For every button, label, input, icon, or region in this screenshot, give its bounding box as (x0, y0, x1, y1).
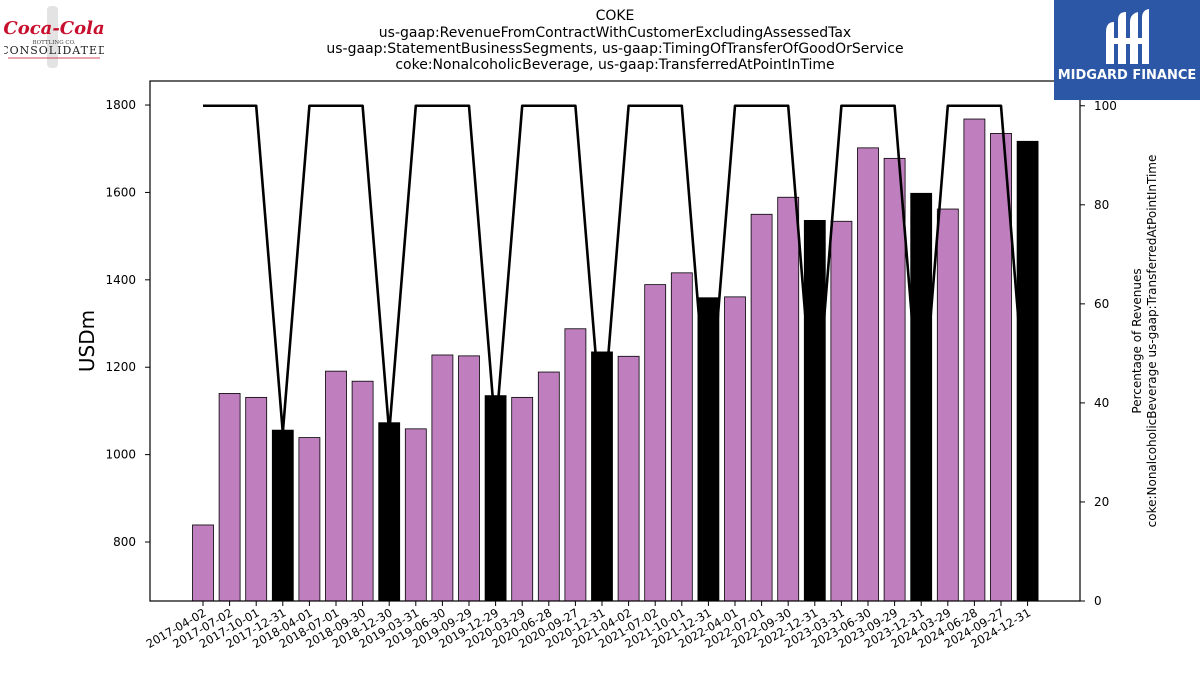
bar-2018-12-30 (378, 422, 401, 602)
right-y-tick-label: 40 (1094, 396, 1109, 410)
chart-title: COKE us-gaap:RevenueFromContractWithCust… (326, 8, 903, 73)
bar-2021-04-02 (617, 355, 640, 602)
bar-2019-03-31 (404, 428, 427, 602)
bar-2017-07-02 (218, 393, 241, 602)
right-y-tick-label: 100 (1094, 99, 1117, 113)
percentage-line (203, 104, 1029, 434)
plot-frame (149, 80, 1081, 602)
bar-series (192, 118, 1039, 602)
line-series (203, 104, 1029, 434)
x-axis: 2017-04-022017-07-022017-10-012017-12-31… (144, 601, 1033, 651)
logo-bottling: BOTTLING CO. (32, 40, 75, 46)
right-y-axis-label-line-2: coke:NonalcoholicBeverage us-gaap:Transf… (1145, 155, 1159, 528)
midgard-finance-text: MIDGARD FINANCE (1057, 68, 1197, 83)
bar-2022-04-01 (724, 296, 746, 602)
bar-2024-06-28 (963, 118, 986, 602)
bar-2022-09-30 (777, 196, 800, 602)
bar-2020-12-31 (591, 351, 613, 602)
right-y-tick-label: 20 (1094, 495, 1109, 509)
bar-2020-09-27 (564, 328, 587, 602)
bar-2023-12-31 (910, 192, 933, 602)
right-y-axis-label-line-1: Percentage of Revenues (1130, 268, 1144, 413)
bar-2023-09-29 (883, 157, 906, 602)
midgard-emblem-icon (1106, 9, 1149, 64)
y-tick-label: 1200 (105, 360, 136, 374)
bar-2017-12-31 (271, 429, 294, 602)
bar-2023-06-30 (857, 147, 879, 602)
y-tick-label: 1000 (105, 448, 136, 462)
title-line-3: us-gaap:StatementBusinessSegments, us-ga… (326, 41, 903, 57)
bar-2023-03-31 (830, 220, 853, 602)
midgard-finance-logo: MIDGARD FINANCE (1054, 0, 1200, 100)
bar-2021-07-02 (644, 284, 667, 602)
logo-consolidated: CONSOLIDATED (4, 44, 104, 57)
title-line-2: us-gaap:RevenueFromContractWithCustomerE… (379, 25, 851, 41)
bar-2018-09-30 (351, 380, 374, 602)
y-tick-label: 1600 (105, 185, 136, 199)
bar-2018-07-01 (325, 370, 347, 602)
right-y-tick-label: 80 (1094, 198, 1109, 212)
y-axis-label: USDm (75, 310, 99, 372)
right-y-tick-label: 60 (1094, 297, 1109, 311)
bar-2021-10-01 (670, 272, 693, 602)
bar-2020-03-29 (511, 396, 534, 602)
left-y-axis: 800 1000 1200 1400 1600 1800 (105, 98, 150, 549)
bar-2019-06-30 (431, 354, 454, 602)
bar-2019-09-29 (458, 355, 480, 602)
bar-2022-12-31 (803, 219, 826, 602)
right-y-axis: 0 20 40 60 80 100 (1080, 99, 1117, 608)
bar-2020-06-28 (537, 371, 560, 602)
bar-2022-07-01 (750, 213, 773, 602)
bar-2024-03-29 (936, 208, 959, 602)
bar-2017-10-01 (245, 396, 268, 602)
bar-2018-04-01 (298, 437, 321, 602)
logo-script: Coca-Cola (4, 18, 104, 39)
title-line-4: coke:NonalcoholicBeverage, us-gaap:Trans… (395, 57, 834, 73)
bar-2024-12-31 (1016, 140, 1039, 602)
right-y-tick-label: 0 (1094, 594, 1102, 608)
y-tick-label: 800 (113, 535, 136, 549)
y-tick-label: 1800 (105, 98, 136, 112)
title-line-1: COKE (596, 8, 635, 24)
bar-2017-04-02 (192, 524, 214, 602)
bottle-icon (47, 6, 58, 68)
coca-cola-consolidated-logo: Coca-Cola BOTTLING CO. CONSOLIDATED (0, 4, 107, 70)
y-tick-label: 1400 (105, 273, 136, 287)
